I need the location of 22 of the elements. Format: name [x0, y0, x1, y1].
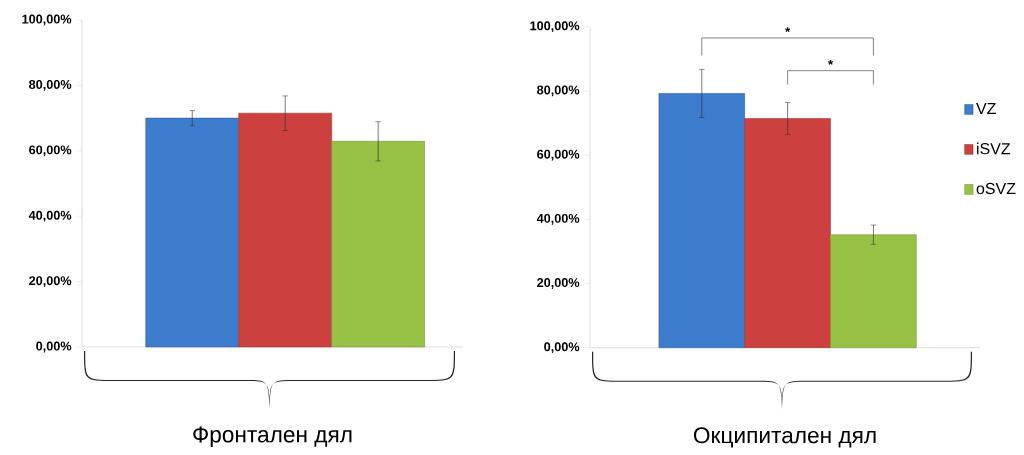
y-tick-label: 100,00% [530, 21, 580, 33]
y-tick-label: 40,00% [28, 210, 72, 222]
legend-label: VZ [976, 102, 996, 114]
legend-label: oSVZ [976, 182, 1016, 195]
y-tick-label: 0,00% [544, 342, 580, 354]
x-axis-title: Окципитален дял [693, 427, 876, 448]
y-tick-label: 80,00% [29, 80, 72, 91]
bar [658, 93, 745, 348]
annotation: * [827, 59, 834, 65]
y-tick-label: 60,00% [537, 149, 580, 161]
x-axis-title: Фронтален дял [193, 426, 352, 447]
y-tick-label: 80,00% [537, 85, 580, 97]
y-tick-label: 0,00% [36, 341, 72, 353]
y-tick-label: 20,00% [29, 276, 72, 288]
bar [744, 118, 831, 348]
y-tick-label: 40,00% [536, 213, 580, 225]
bar [830, 234, 917, 348]
legend-label: iSVZ [977, 142, 1011, 155]
y-tick-label: 20,00% [537, 278, 580, 289]
annotation: * [785, 27, 791, 33]
y-tick-label: 100,00% [22, 14, 72, 26]
y-tick-label: 60,00% [29, 145, 72, 157]
